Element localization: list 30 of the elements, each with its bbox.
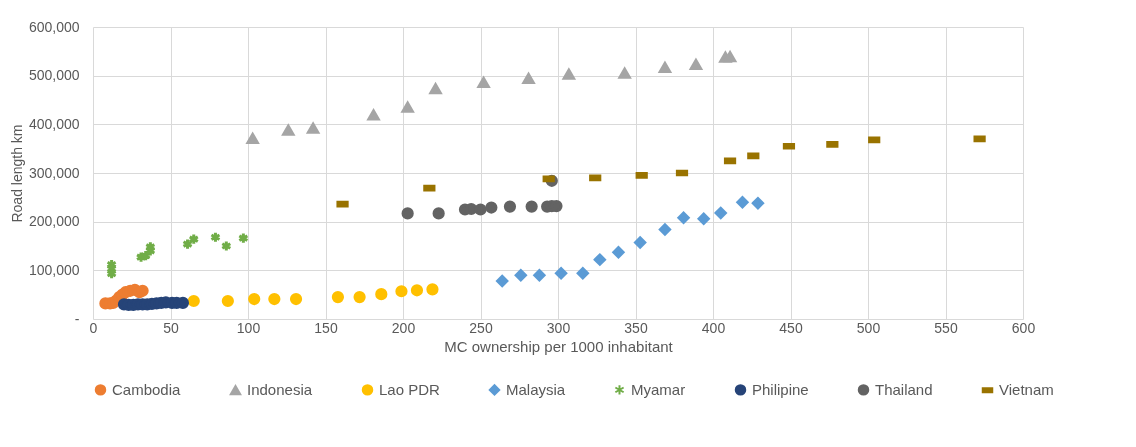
- legend-label: Cambodia: [112, 380, 182, 398]
- legend-label: Malaysia: [506, 380, 566, 398]
- x-tick-label: 500: [856, 319, 881, 336]
- y-tick-label: 600,000: [28, 18, 80, 35]
- x-tick-label: 50: [163, 319, 179, 336]
- x-tick-label: 0: [89, 319, 98, 336]
- y-tick-label: 300,000: [28, 164, 80, 181]
- x-tick-label: 350: [624, 319, 648, 336]
- x-tick-label: 450: [779, 319, 803, 336]
- x-tick-label: 550: [934, 319, 958, 336]
- y-tick-label: 100,000: [28, 261, 80, 278]
- x-tick-label: 300: [546, 319, 571, 336]
- x-tick-label: 400: [701, 319, 726, 336]
- x-axis-title: MC ownership per 1000 inhabitant: [444, 337, 674, 355]
- y-tick-label: 200,000: [28, 213, 80, 230]
- x-tick-label: 250: [469, 319, 493, 336]
- x-tick-label: 600: [1011, 319, 1036, 336]
- x-tick-label: 150: [314, 319, 338, 336]
- legend-label: Lao PDR: [379, 380, 441, 398]
- legend-label: Myamar: [631, 380, 686, 398]
- y-axis-title: Road length km: [8, 124, 25, 223]
- y-tick-label: -: [74, 310, 80, 327]
- legend-label: Indonesia: [247, 381, 313, 399]
- x-tick-label: 200: [391, 319, 416, 336]
- x-tick-label: 100: [236, 319, 261, 336]
- legend-label: Philipine: [752, 380, 809, 398]
- y-tick-label: 500,000: [28, 67, 80, 84]
- legend-label: Vietnam: [999, 381, 1054, 399]
- y-tick-label: 400,000: [28, 115, 80, 132]
- legend-label: Thailand: [875, 380, 933, 398]
